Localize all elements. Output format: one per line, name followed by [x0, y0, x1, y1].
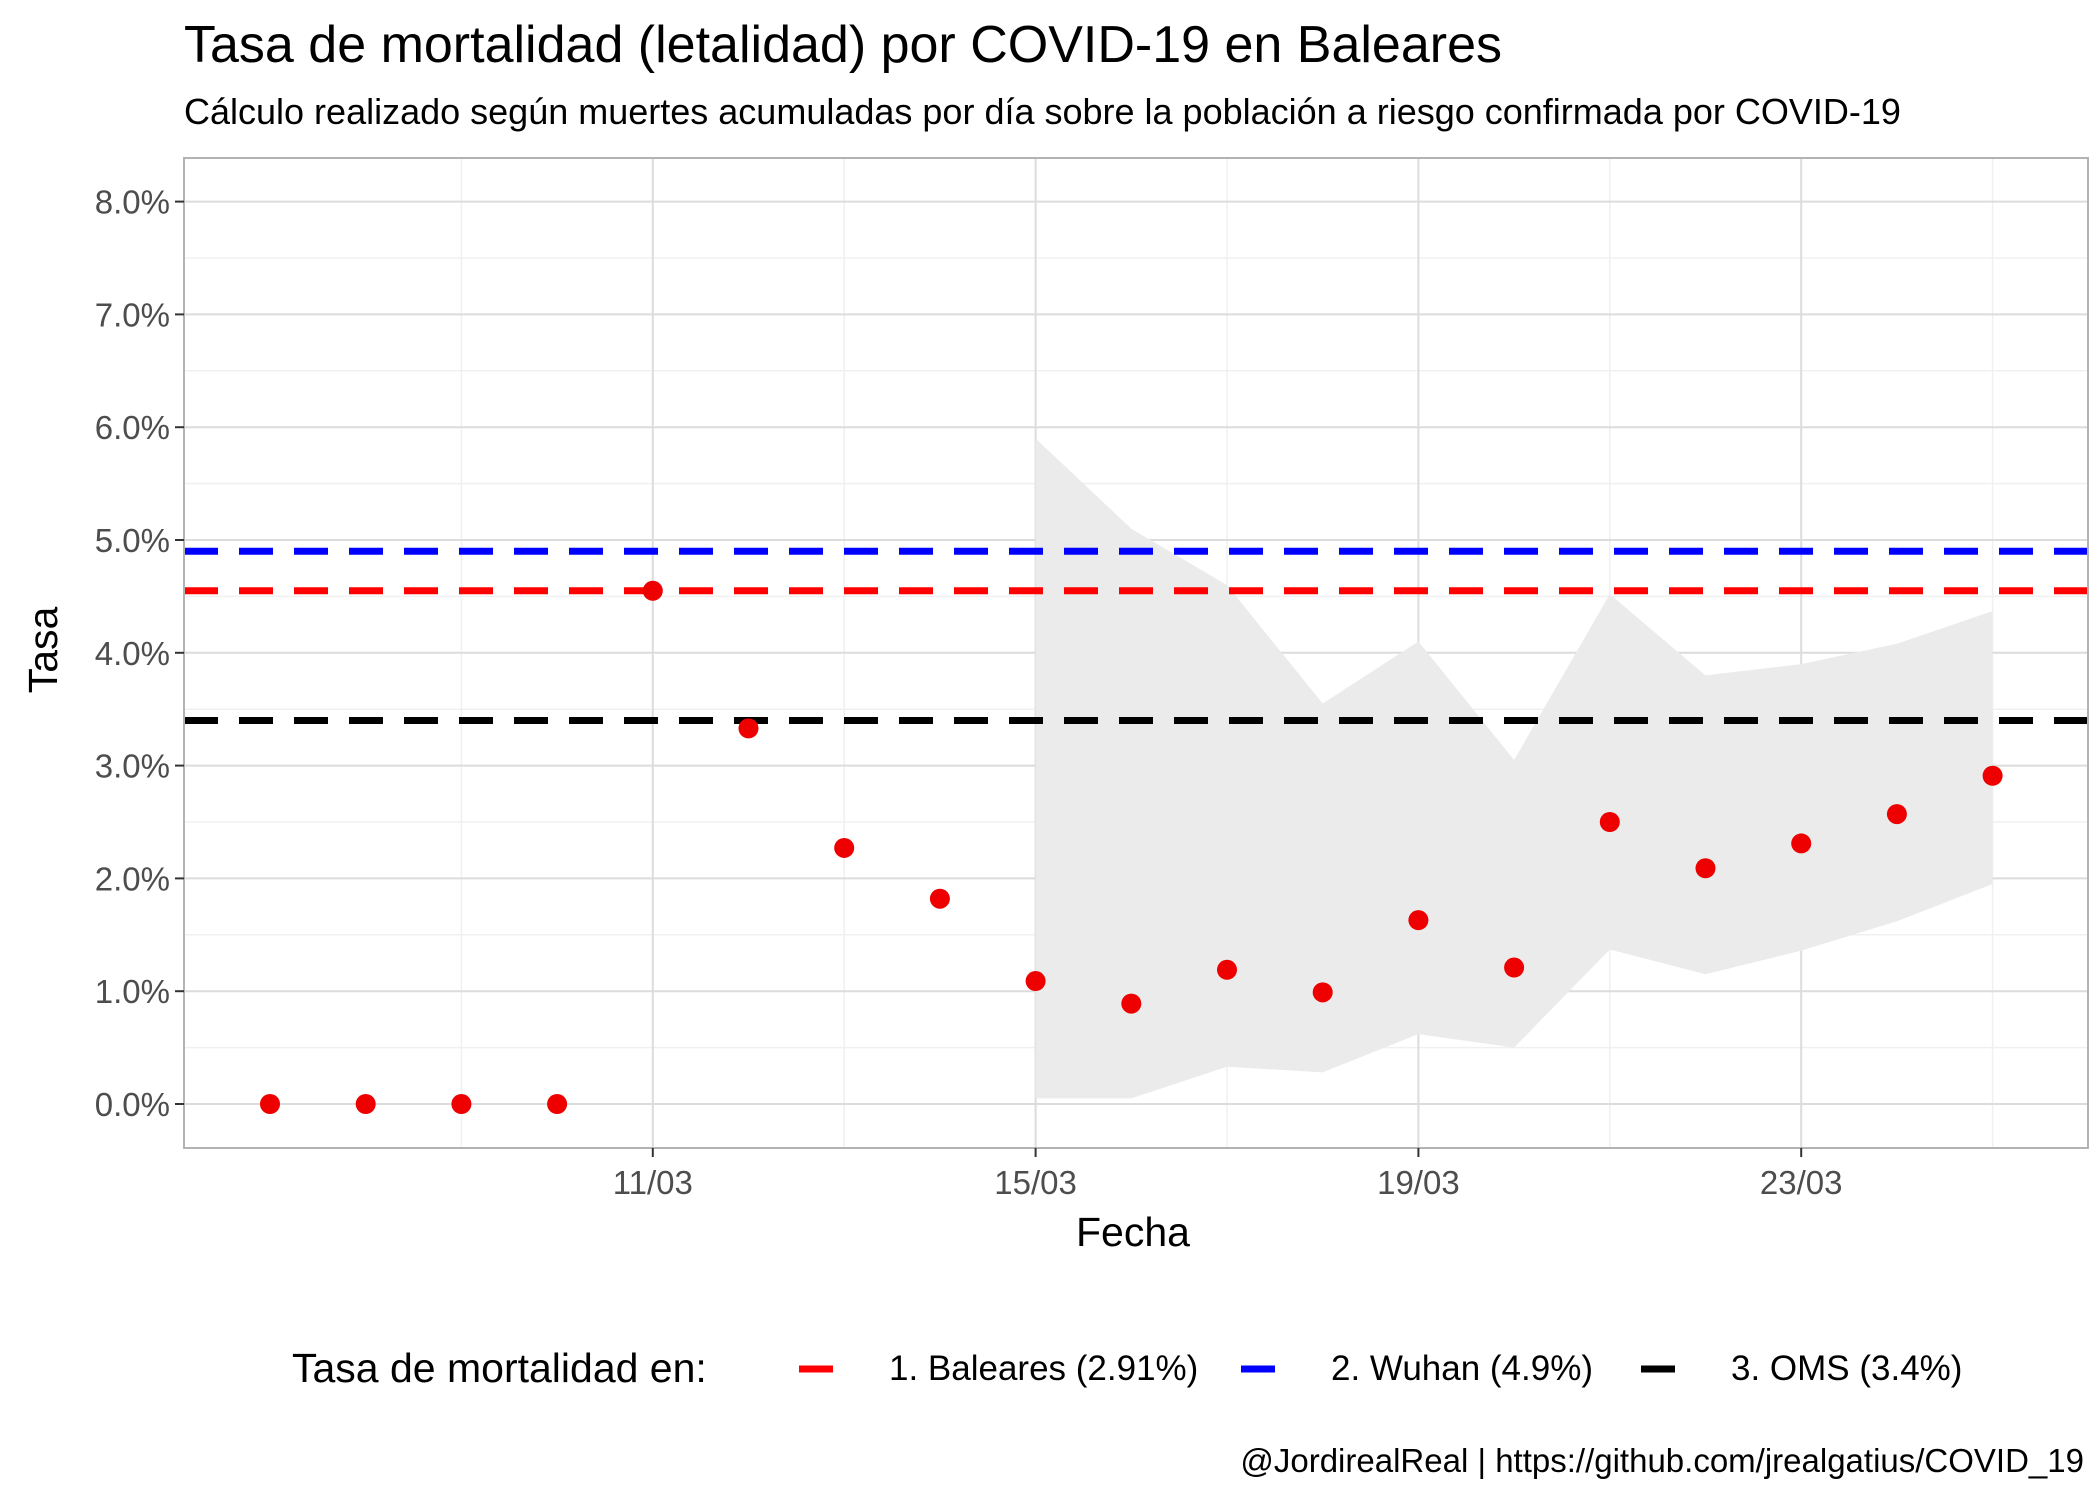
data-point [1791, 833, 1812, 854]
data-point [834, 837, 855, 858]
caption: @JordirealReal | https://github.com/jrea… [1240, 1442, 2084, 1479]
data-point [1695, 858, 1716, 879]
data-point [451, 1094, 472, 1114]
data-point [1886, 804, 1907, 825]
data-point [1982, 765, 2003, 786]
y-tick-label: 2.0% [95, 860, 170, 897]
y-tick-label: 8.0% [95, 184, 170, 221]
confidence-band-area [1035, 438, 1993, 1099]
y-axis-ticks: 0.0% 1.0% 2.0% 3.0% 4.0% 5.0% 6.0% 7.0% 8.0% [95, 184, 184, 1123]
legend: Tasa de mortalidad en: 1. Baleares (2.91… [292, 1345, 1962, 1391]
legend-label-wuhan: 2. Wuhan (4.9%) [1331, 1349, 1593, 1388]
data-point [1312, 982, 1333, 1003]
x-tick-label: 11/03 [613, 1164, 693, 1201]
data-point [260, 1094, 280, 1114]
chart-subtitle: Cálculo realizado según muertes acumulad… [184, 91, 1901, 132]
y-tick-label: 7.0% [95, 296, 170, 333]
data-point [1504, 957, 1525, 978]
data-point [355, 1094, 376, 1114]
x-tick-label: 23/03 [1760, 1164, 1843, 1201]
data-point [738, 718, 759, 739]
x-tick-label: 15/03 [994, 1164, 1077, 1201]
x-axis-ticks: 11/03 15/03 19/03 23/03 [613, 1148, 1843, 1201]
x-tick-label: 19/03 [1377, 1164, 1460, 1201]
data-point [929, 888, 950, 909]
y-axis-title: Tasa [20, 607, 66, 694]
data-point [1599, 812, 1620, 832]
legend-label-baleares: 1. Baleares (2.91%) [889, 1349, 1198, 1388]
data-points [260, 580, 2003, 1114]
data-point [1217, 959, 1237, 980]
y-tick-label: 0.0% [95, 1086, 170, 1123]
legend-label-oms: 3. OMS (3.4%) [1731, 1349, 1962, 1388]
x-axis-title: Fecha [1076, 1209, 1190, 1255]
data-point [1121, 993, 1142, 1014]
y-tick-label: 5.0% [95, 522, 170, 559]
legend-title: Tasa de mortalidad en: [292, 1345, 707, 1391]
y-tick-label: 1.0% [95, 973, 170, 1010]
reference-lines [184, 547, 2088, 724]
data-point [642, 580, 663, 601]
chart-title: Tasa de mortalidad (letalidad) por COVID… [184, 16, 1502, 74]
y-tick-label: 3.0% [95, 748, 170, 785]
y-tick-label: 4.0% [95, 635, 170, 672]
data-point [1025, 971, 1046, 992]
y-tick-label: 6.0% [95, 409, 170, 446]
confidence-band [1035, 438, 1993, 1099]
data-point [547, 1094, 568, 1114]
data-point [1408, 910, 1429, 931]
